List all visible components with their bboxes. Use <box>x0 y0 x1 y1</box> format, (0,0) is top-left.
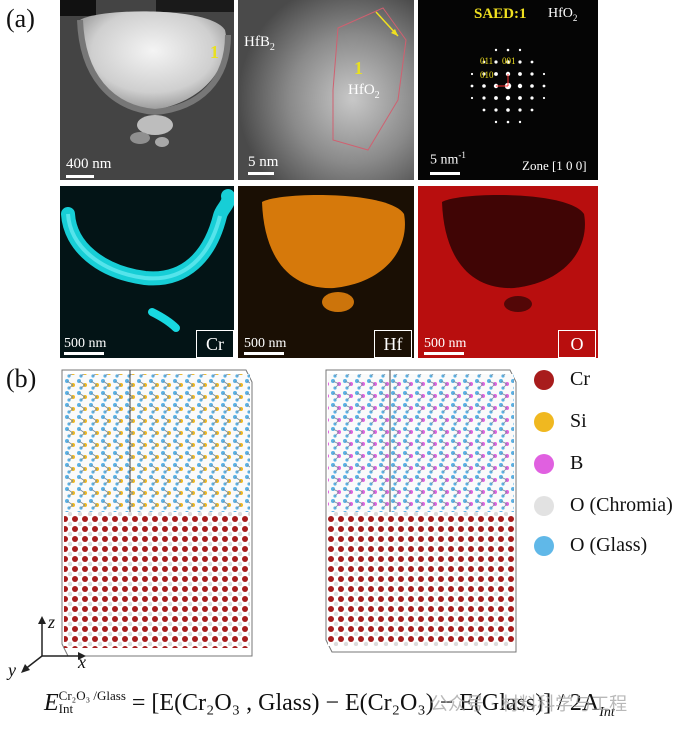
legend-item-o-chromia: O (Chromia) <box>534 494 673 517</box>
saed-title: SAED:1 <box>474 6 527 22</box>
saed-scale-label: 5 nm-1 <box>430 150 466 169</box>
eds-map-o-drawing <box>418 186 598 358</box>
hrtem-scale-label: 5 nm <box>248 154 279 170</box>
saed-scale-sup: -1 <box>458 150 466 160</box>
legend-label-o-chromia: O (Chromia) <box>570 494 673 516</box>
tem-overview-drawing <box>60 0 234 180</box>
eds-map-cr-scale-label: 500 nm <box>64 336 107 351</box>
axis-triad <box>21 616 86 673</box>
interface-energy-equation: E Cr₂O₃ /Glass Int = [E(Cr₂O₃ , Glass) − E… <box>44 688 615 721</box>
legend-dot-cr <box>534 369 554 390</box>
saed-scale-text: 5 nm <box>430 152 459 168</box>
eds-map-o-scale-bar <box>424 352 464 355</box>
saed-index-010: 010 <box>480 70 494 80</box>
eds-map-cr: Cr 500 nm <box>60 186 234 358</box>
legend-item-si: Si <box>534 410 587 433</box>
hrtem-marker: 1 <box>354 58 363 78</box>
tem-overview-scale-bar <box>66 175 94 178</box>
eds-map-cr-drawing <box>60 186 234 358</box>
eds-map-hf-drawing <box>238 186 414 358</box>
axis-label-y: y <box>8 660 16 680</box>
hrtem-phase-hfb2-sub: 2 <box>269 42 275 53</box>
saed-zone-axis: Zone [1 0 0] <box>522 158 587 173</box>
eds-map-o-badge: O <box>558 330 596 358</box>
tem-overview-scale-label: 400 nm <box>66 156 112 172</box>
tem-overview-marker: 1 <box>210 42 219 62</box>
hrtem-phase-hfo2: HfO2 <box>348 82 380 101</box>
hrtem-drawing <box>238 0 414 180</box>
eds-map-hf-scale-label: 500 nm <box>244 336 287 351</box>
eds-map-cr-badge: Cr <box>196 330 234 358</box>
legend-item-b: B <box>534 452 583 475</box>
legend-dot-b <box>534 453 554 474</box>
legend-dot-o-chromia <box>534 495 554 516</box>
equation-E: E <box>44 690 59 716</box>
saed-index-011: 011 <box>480 56 494 66</box>
hrtem-scale-bar <box>248 172 274 175</box>
saed-pattern-drawing <box>418 0 598 180</box>
eds-map-hf-scale-bar <box>244 352 284 355</box>
legend-dot-si <box>534 411 554 432</box>
axis-label-x: x <box>78 652 86 672</box>
saed-scale-bar <box>430 172 460 175</box>
legend-label-si: Si <box>570 410 587 432</box>
hrtem-phase-hfo2-sub: 2 <box>374 90 380 101</box>
panel-b-label: (b) <box>6 364 37 393</box>
eds-map-hf: Hf 500 nm <box>238 186 414 358</box>
axis-label-z: z <box>48 612 56 632</box>
legend-item-cr: Cr <box>534 368 590 391</box>
hrtem-phase-hfo2-text: HfO <box>348 82 375 98</box>
tem-overview-image: 1 400 nm <box>60 0 234 180</box>
saed-phase-text: HfO <box>548 6 573 21</box>
legend-dot-o-glass <box>534 535 554 556</box>
legend-label-o-glass: O (Glass) <box>570 534 648 556</box>
saed-phase: HfO2 <box>548 6 577 23</box>
md-model-cr2o3-borosilicate-glass <box>325 369 517 653</box>
legend-item-o-glass: O (Glass) <box>534 534 647 557</box>
hrtem-phase-hfb2-text: HfB <box>244 34 270 50</box>
legend-label-b: B <box>570 452 584 474</box>
saed-index-001: 001 <box>502 56 516 66</box>
hrtem-image: HfB2 1 HfO2 5 nm <box>238 0 414 180</box>
equation-superscript: Cr₂O₃ /Glass <box>58 688 126 704</box>
legend-label-cr: Cr <box>570 368 590 390</box>
equation-subscript: Int <box>58 701 74 717</box>
equation-rhs-subscript: Int <box>599 704 615 720</box>
hrtem-phase-hfb2: HfB2 <box>244 34 275 53</box>
eds-map-cr-scale-bar <box>64 352 104 355</box>
panel-a-label: (a) <box>6 4 35 33</box>
md-model-cr2o3-silicate-glass <box>61 369 253 657</box>
saed-phase-sub: 2 <box>572 12 578 23</box>
equation-rhs: = [E(Cr₂O₃ , Glass) − E(Cr₂O₃) − E(Glass… <box>131 690 600 716</box>
eds-map-o: O 500 nm <box>418 186 598 358</box>
watermark: 公众号 · 材料科学与工程 <box>430 694 628 715</box>
eds-map-o-scale-label: 500 nm <box>424 336 467 351</box>
eds-map-hf-badge: Hf <box>374 330 412 358</box>
saed-pattern-image: SAED:1 HfO2 011 001 010 5 nm-1 Zone [1 0… <box>418 0 598 180</box>
